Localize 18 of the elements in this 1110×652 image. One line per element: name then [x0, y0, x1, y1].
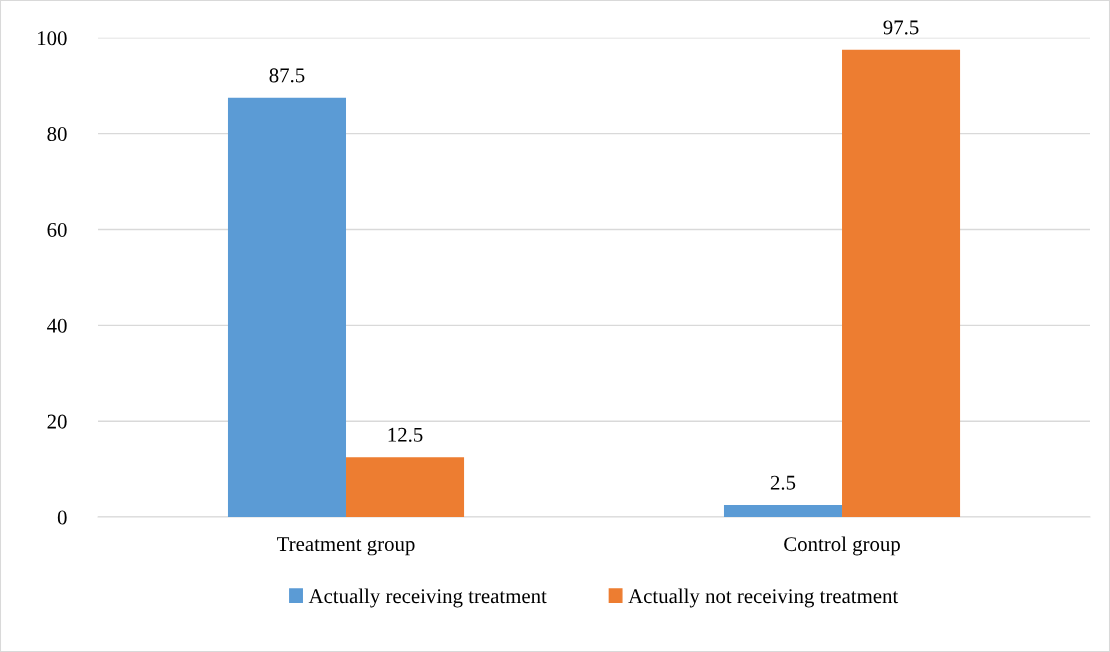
bar [346, 457, 465, 518]
y-tick-label: 40 [47, 318, 67, 333]
bar [842, 49, 961, 518]
bar [227, 97, 347, 518]
x-tick-label: Control group [784, 536, 900, 556]
y-tick-label: 80 [47, 127, 67, 142]
y-tick-label: 100 [38, 31, 67, 46]
y-tick-label: 20 [47, 414, 67, 429]
x-tick-label: Treatment group [277, 537, 415, 556]
data-label: 87.5 [269, 68, 305, 83]
y-tick-label: 0 [57, 510, 67, 525]
y-tick-label: 60 [47, 222, 67, 237]
bar [723, 505, 843, 518]
legend-label: Actually receiving treatment [308, 588, 547, 608]
data-label: 2.5 [770, 475, 796, 490]
data-label: 12.5 [388, 427, 423, 442]
legend-label: Actually not receiving treatment [628, 588, 899, 608]
data-label: 97.5 [883, 20, 919, 35]
